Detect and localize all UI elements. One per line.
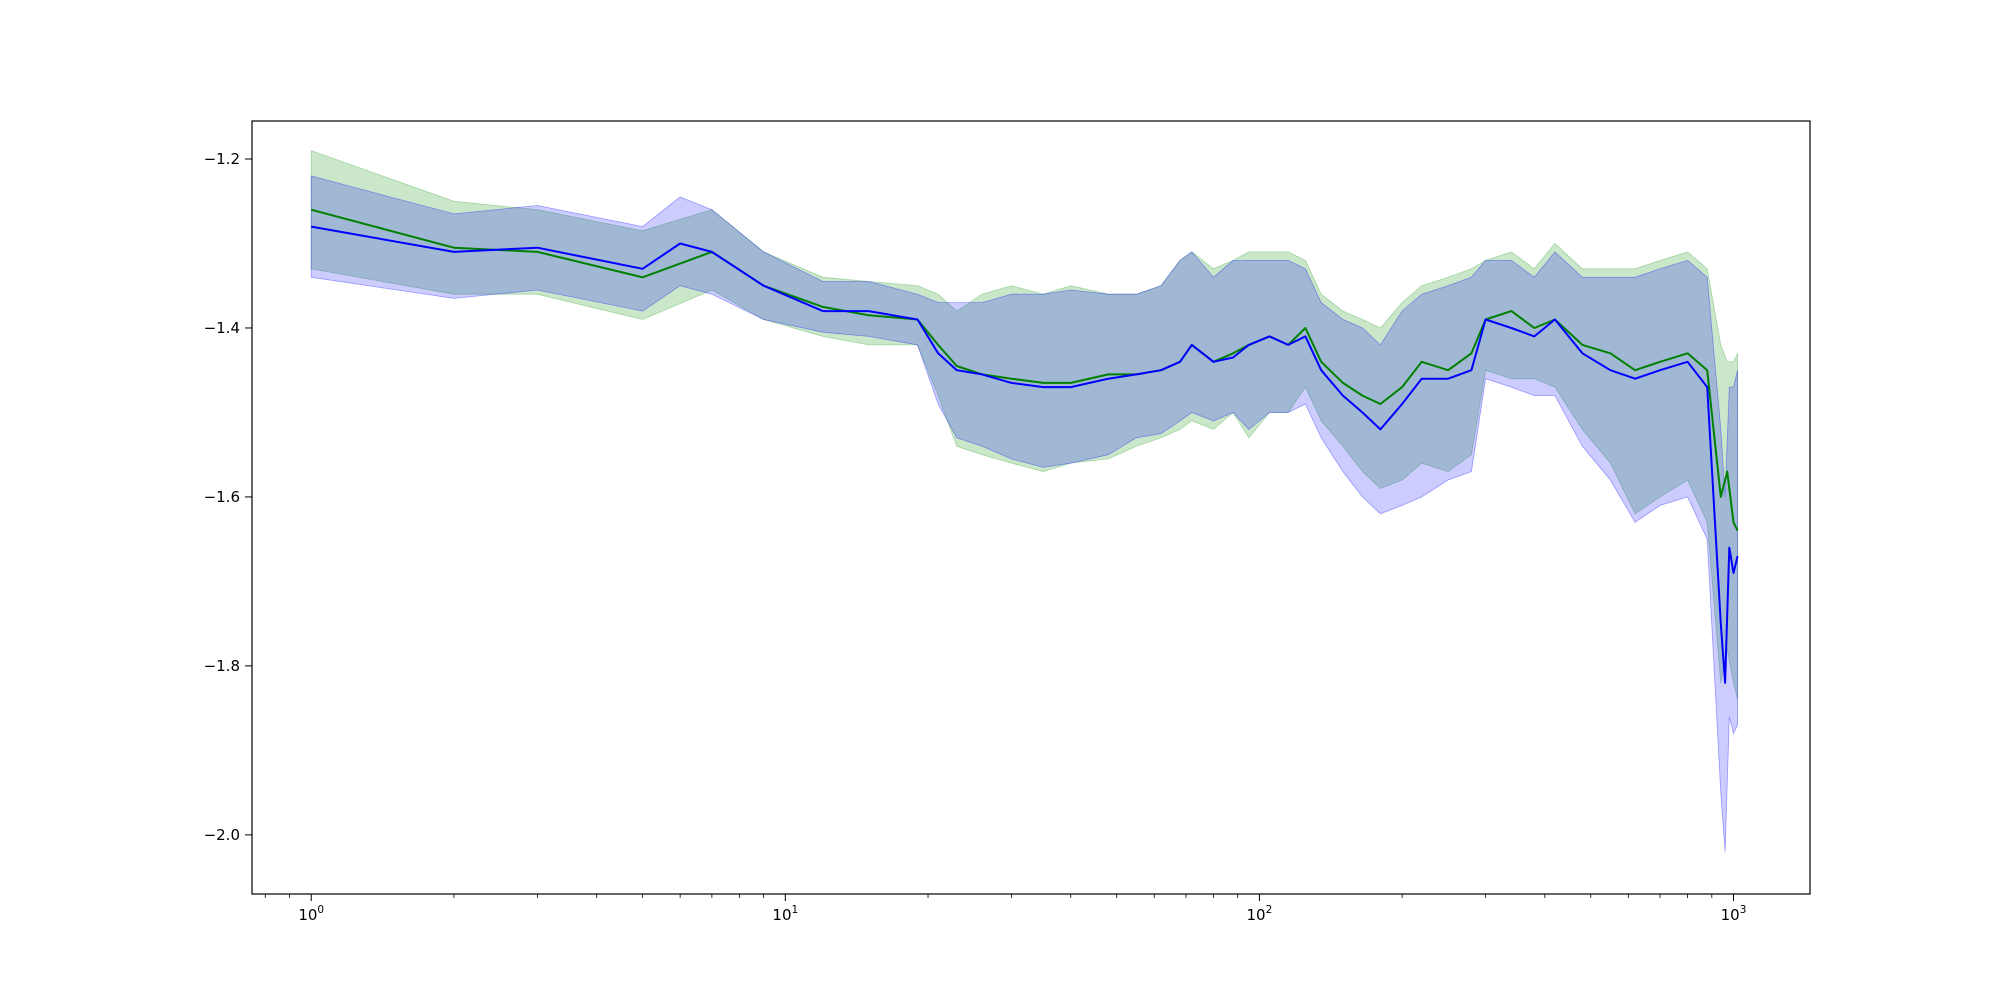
y-tick-label: −1.2 — [204, 150, 240, 168]
lines-layer — [310, 208, 1739, 684]
x-axis: 100 101 102 103 — [264, 894, 1747, 924]
y-tick-label: −1.6 — [204, 488, 240, 506]
y-axis: −1.2 −1.4 −1.6 −1.8 −2.0 — [204, 150, 252, 844]
x-tick-label: 101 — [772, 904, 798, 924]
plot-frame — [251, 120, 1811, 895]
y-tick-label: −1.4 — [204, 319, 240, 337]
y-tick-label: −2.0 — [204, 826, 240, 844]
x-tick-label: 103 — [1721, 904, 1747, 924]
x-tick-label: 100 — [298, 904, 324, 924]
series-2-line — [311, 225, 1739, 684]
x-tick-label: 102 — [1247, 904, 1273, 924]
series-2-band — [310, 175, 1738, 852]
bands-layer — [310, 150, 1738, 852]
series-1-band — [310, 150, 1738, 700]
y-tick-label: −1.8 — [204, 657, 240, 675]
